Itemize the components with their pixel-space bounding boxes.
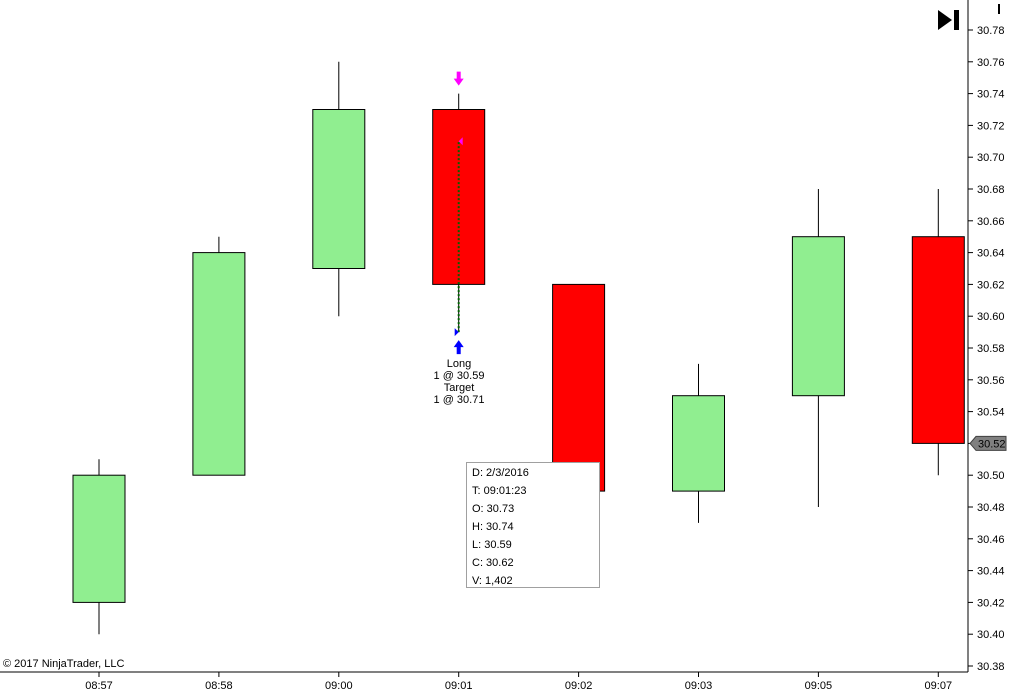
y-tick-label: 30.60 xyxy=(977,311,1005,323)
tooltip-close: C: 30.62 xyxy=(472,557,514,569)
y-tick-label: 30.42 xyxy=(977,597,1005,609)
y-tick-label: 30.38 xyxy=(977,661,1005,673)
x-tick-label: 09:03 xyxy=(685,680,713,692)
candle-body-down xyxy=(911,236,965,444)
price-marker-text: 30.52 xyxy=(978,438,1006,450)
y-tick-label: 30.72 xyxy=(977,120,1005,132)
trade-markers xyxy=(453,71,464,355)
tooltip-high: H: 30.74 xyxy=(472,521,514,533)
y-tick-label: 30.70 xyxy=(977,152,1005,164)
y-tick-label: 30.54 xyxy=(977,407,1005,419)
edge-mark xyxy=(998,4,1000,14)
x-tick-label: 08:57 xyxy=(85,680,113,692)
y-tick-label: 30.66 xyxy=(977,216,1005,228)
y-tick-label: 30.68 xyxy=(977,184,1005,196)
candle-body-up xyxy=(672,395,725,492)
y-tick-label: 30.76 xyxy=(977,57,1005,69)
tooltip-open: O: 30.73 xyxy=(472,503,515,515)
candle-body-down xyxy=(552,283,606,492)
x-tick-label: 09:05 xyxy=(805,680,833,692)
tooltip-low: L: 30.59 xyxy=(472,539,512,551)
x-axis-ticks: 08:57 08:58 09:00 09:01 09:02 09:03 09:05 09:07 xyxy=(85,672,952,692)
candle-body-up xyxy=(312,109,366,269)
tooltip-volume: V: 1,402 xyxy=(472,575,513,587)
y-axis-ticks: 30.78 30.76 30.74 30.72 30.70 30.68 30.66 30.64… xyxy=(968,25,1005,673)
y-tick-label: 30.56 xyxy=(977,375,1005,387)
exit-label: Target xyxy=(444,382,475,394)
y-tick-label: 30.78 xyxy=(977,25,1005,37)
tooltip-date: D: 2/3/2016 xyxy=(472,467,529,479)
entry-detail: 1 @ 30.59 xyxy=(434,370,485,382)
long-entry-arrow-icon xyxy=(453,340,464,355)
bar-info-tooltip: D: 2/3/2016 T: 09:01:23 O: 30.73 H: 30.7… xyxy=(466,462,600,588)
y-tick-label: 30.58 xyxy=(977,343,1005,355)
exit-arrow-icon xyxy=(453,71,464,86)
exit-execution-marker xyxy=(458,137,463,146)
y-tick-label: 30.44 xyxy=(977,566,1005,578)
price-marker-shape xyxy=(969,435,1007,451)
x-tick-label: 09:00 xyxy=(325,680,353,692)
x-tick-label: 09:02 xyxy=(565,680,593,692)
x-tick-label: 09:01 xyxy=(445,680,473,692)
y-tick-label: 30.50 xyxy=(977,470,1005,482)
y-tick-label: 30.62 xyxy=(977,279,1005,291)
y-tick-label: 30.64 xyxy=(977,248,1005,260)
y-tick-label: 30.48 xyxy=(977,502,1005,514)
entry-execution-marker xyxy=(454,328,459,337)
candle-body-up xyxy=(791,236,845,397)
x-tick-label: 09:07 xyxy=(925,680,953,692)
y-tick-label: 30.46 xyxy=(977,534,1005,546)
candles xyxy=(72,61,965,635)
candle-body-up xyxy=(72,474,126,603)
entry-label: Long xyxy=(447,358,471,370)
skip-to-end-icon[interactable] xyxy=(936,8,962,32)
y-tick-label: 30.40 xyxy=(977,629,1005,641)
y-tick-label: 30.74 xyxy=(977,89,1005,101)
tooltip-time: T: 09:01:23 xyxy=(472,485,527,497)
x-tick-label: 08:58 xyxy=(205,680,233,692)
exit-detail: 1 @ 30.71 xyxy=(434,394,485,406)
current-price-marker: 30.52 xyxy=(969,435,1007,451)
copyright-text: © 2017 NinjaTrader, LLC xyxy=(3,658,125,670)
candle-body-up xyxy=(192,252,246,476)
